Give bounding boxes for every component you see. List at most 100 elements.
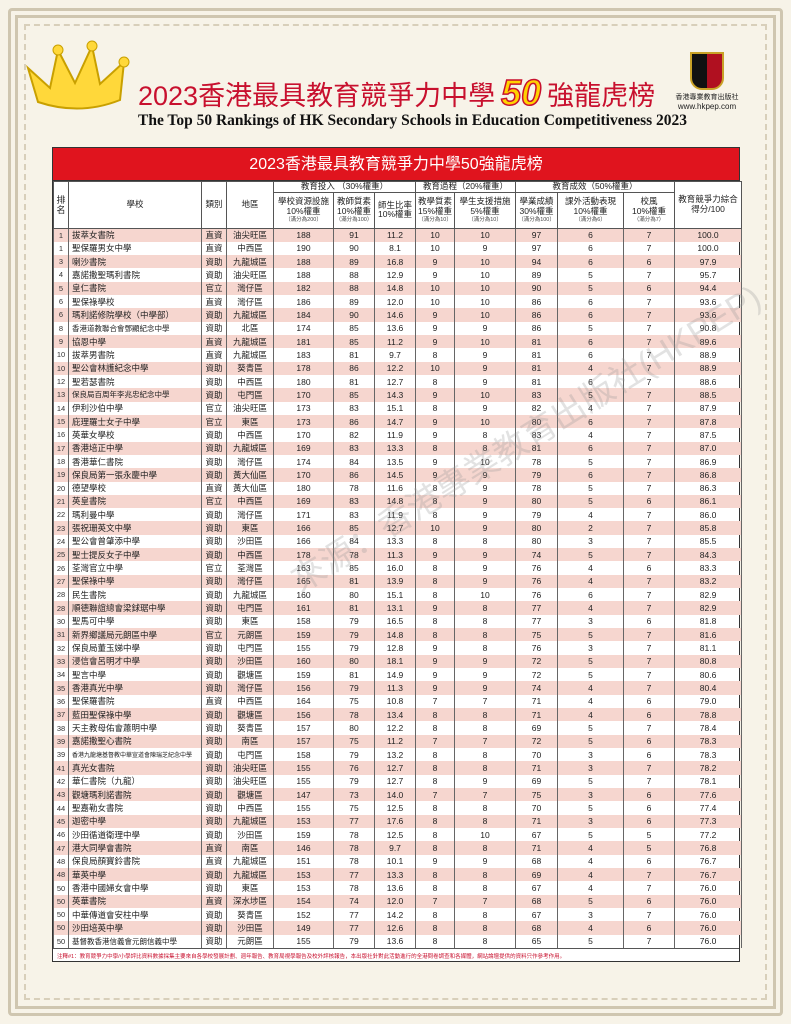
facilities-score: 155: [273, 761, 334, 775]
teacher-score: 81: [333, 601, 375, 615]
facilities-score: 170: [273, 428, 334, 442]
academic-score: 83: [515, 388, 559, 402]
facilities-score: 154: [273, 894, 334, 908]
school-type: 資助: [201, 908, 227, 922]
facilities-score: 159: [273, 628, 334, 642]
ethos-score: 7: [623, 521, 676, 535]
table-row: 14 伊利沙伯中學 官立 油尖旺區 173 83 15.1 8 9 82 4 7 87.9: [53, 401, 743, 415]
academic-score: 80: [515, 414, 559, 429]
academic-score: 70: [515, 801, 559, 815]
facilities-score: 161: [273, 601, 334, 615]
column-header: 地區: [226, 181, 274, 229]
extracurricular-score: 3: [557, 908, 625, 922]
rank: 37: [53, 708, 69, 722]
extracurricular-score: 4: [557, 601, 625, 615]
teacher-score: 77: [333, 921, 375, 935]
school-type: 官立: [201, 494, 227, 509]
support-score: 10: [454, 828, 517, 842]
rank: 44: [53, 801, 69, 815]
student-teacher-ratio: 14.3: [373, 388, 417, 402]
extracurricular-score: 4: [557, 508, 625, 522]
student-teacher-ratio: 11.9: [373, 428, 417, 442]
extracurricular-score: 5: [557, 628, 625, 642]
total-score: 76.0: [674, 934, 743, 948]
facilities-score: 174: [273, 454, 334, 469]
total-score: 85.8: [674, 521, 743, 535]
support-score: 9: [454, 481, 517, 495]
teaching-score: 8: [415, 614, 456, 629]
teacher-score: 80: [333, 588, 375, 602]
rank: 48: [53, 854, 69, 869]
extracurricular-score: 3: [557, 534, 625, 549]
teacher-score: 83: [333, 401, 375, 415]
total-score: 82.9: [674, 601, 743, 615]
district: 東區: [226, 414, 274, 429]
teacher-score: 76: [333, 761, 375, 775]
student-teacher-ratio: 18.1: [373, 654, 417, 669]
school-name: 順德聯誼總會梁銶琚中學: [68, 601, 202, 615]
student-teacher-ratio: 17.6: [373, 814, 417, 829]
column-header-weight: 5%權重: [470, 206, 500, 217]
ethos-score: 6: [623, 894, 676, 908]
support-score: 9: [454, 468, 517, 482]
teaching-score: 9: [415, 601, 456, 615]
column-header-name: 學業成績: [519, 196, 554, 207]
rank: 22: [53, 508, 69, 522]
school-type: 資助: [201, 641, 227, 655]
column-header-weight: 30%權重: [519, 206, 554, 217]
table-row: 41 真光女書院 資助 油尖旺區 155 76 12.7 8 8 71 3 7 78.2: [53, 761, 743, 775]
rank: 27: [53, 574, 69, 589]
teacher-score: 78: [333, 548, 375, 562]
table-row: 15 庇理羅士女子中學 官立 東區 173 86 14.7 9 10 80 6 7 87.8: [53, 414, 743, 429]
teaching-score: 9: [415, 321, 456, 335]
academic-score: 69: [515, 868, 559, 882]
teaching-score: 7: [415, 894, 456, 908]
school-type: 資助: [201, 468, 227, 482]
extracurricular-score: 6: [557, 228, 625, 242]
teacher-score: 81: [333, 374, 375, 389]
ethos-score: 7: [623, 508, 676, 522]
support-score: 8: [454, 534, 517, 549]
rank: 39: [53, 734, 69, 749]
district: 屯門區: [226, 601, 274, 615]
support-score: 8: [454, 814, 517, 829]
total-score: 82.9: [674, 588, 743, 602]
academic-score: 68: [515, 854, 559, 869]
facilities-score: 151: [273, 854, 334, 869]
column-header: 師生比率 10%權重: [373, 191, 417, 229]
student-teacher-ratio: 12.9: [373, 268, 417, 282]
school-name: 聖保祿學校: [68, 294, 202, 309]
teacher-score: 85: [333, 321, 375, 335]
extracurricular-score: 4: [557, 428, 625, 442]
teaching-score: 10: [415, 361, 456, 375]
academic-score: 70: [515, 748, 559, 762]
school-name: 喇沙書院: [68, 254, 202, 269]
school-name: 沙田循道衛理中學: [68, 828, 202, 842]
total-score: 87.9: [674, 401, 743, 415]
support-score: 8: [454, 908, 517, 922]
table-row: 39 香港九龍塘基督教中華宣道會陳瑞芝紀念中學 資助 屯門區 158 79 13.2 8 8 70…: [53, 748, 743, 762]
academic-score: 97: [515, 228, 559, 242]
table-row: 1 聖保羅男女中學 直資 中西區 190 90 8.1 10 9 97 6 7 100.0: [53, 241, 743, 255]
column-header-max: （滿分為100）: [518, 216, 555, 223]
rank: 50: [53, 894, 69, 908]
facilities-score: 186: [273, 294, 334, 309]
teaching-score: 9: [415, 854, 456, 869]
column-header: 校風 10%權重 （滿分為7）: [623, 191, 676, 229]
teaching-score: 8: [415, 534, 456, 549]
teacher-score: 81: [333, 668, 375, 682]
extracurricular-score: 3: [557, 814, 625, 829]
facilities-score: 166: [273, 521, 334, 535]
school-type: 資助: [201, 774, 227, 789]
school-type: 資助: [201, 721, 227, 735]
total-score: 78.8: [674, 708, 743, 722]
extracurricular-score: 4: [557, 854, 625, 869]
extracurricular-score: 4: [557, 921, 625, 935]
column-header: 類別: [201, 181, 227, 229]
student-teacher-ratio: 10.8: [373, 694, 417, 709]
table-row: 6 瑪利諾修院學校（中學部） 資助 九龍城區 184 90 14.6 9 10 86 6 7 93.6: [53, 308, 743, 322]
ethos-score: 7: [623, 588, 676, 602]
teacher-score: 89: [333, 294, 375, 309]
extracurricular-score: 5: [557, 388, 625, 402]
student-teacher-ratio: 14.5: [373, 468, 417, 482]
